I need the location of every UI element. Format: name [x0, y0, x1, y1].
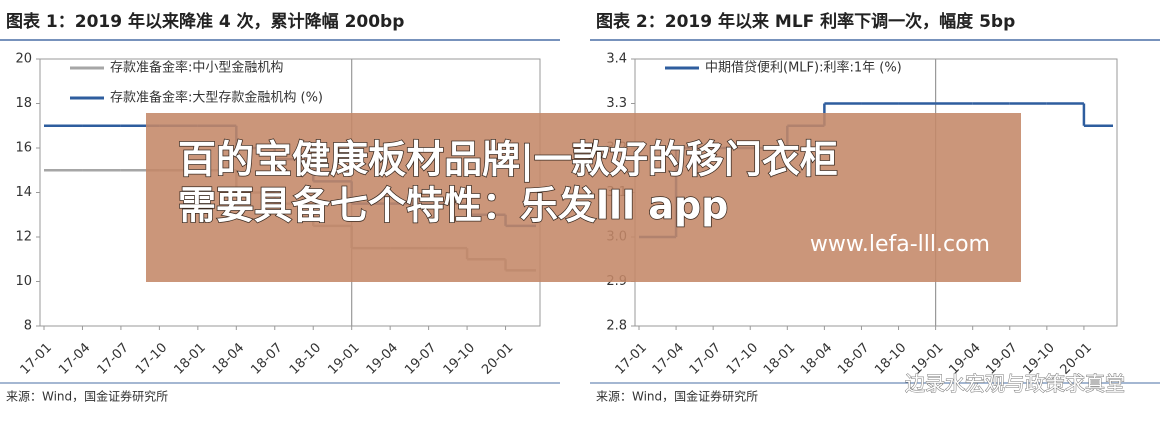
- y-tick-label: 3.4: [606, 52, 627, 67]
- y-tick-label: 16: [15, 141, 32, 156]
- source: 来源：Wind，国金证券研究所: [596, 389, 758, 404]
- banner-url: www.lefa-lll.com: [810, 232, 990, 257]
- y-tick-label: 12: [15, 230, 32, 245]
- banner-line: 百的宝健康板材品牌|一款好的移门衣柜: [178, 138, 838, 183]
- source: 来源：Wind，国金证券研究所: [6, 389, 168, 404]
- y-tick-label: 2.8: [606, 319, 627, 334]
- banner: [146, 113, 1021, 282]
- chart-title: 图表 2：2019 年以来 MLF 利率下调一次，幅度 5bp: [596, 11, 1015, 32]
- y-tick-label: 8: [24, 319, 32, 334]
- chart-title: 图表 1：2019 年以来降准 4 次，累计降幅 200bp: [6, 11, 404, 32]
- banner-line: 需要具备七个特性：乐发lll app: [178, 184, 728, 228]
- y-tick-label: 14: [15, 185, 32, 200]
- y-tick-label: 20: [15, 52, 32, 67]
- y-tick-label: 18: [15, 96, 32, 111]
- legend-label: 中期借贷便利(MLF):利率:1年 (%): [705, 60, 902, 76]
- legend-label: 存款准备金率:中小型金融机构: [110, 60, 283, 76]
- watermark: 边录水宏观与政策求真堂: [905, 372, 1125, 396]
- y-tick-label: 10: [15, 274, 32, 289]
- y-tick-label: 3.3: [606, 96, 627, 111]
- legend-label: 存款准备金率:大型存款金融机构 (%): [110, 90, 323, 106]
